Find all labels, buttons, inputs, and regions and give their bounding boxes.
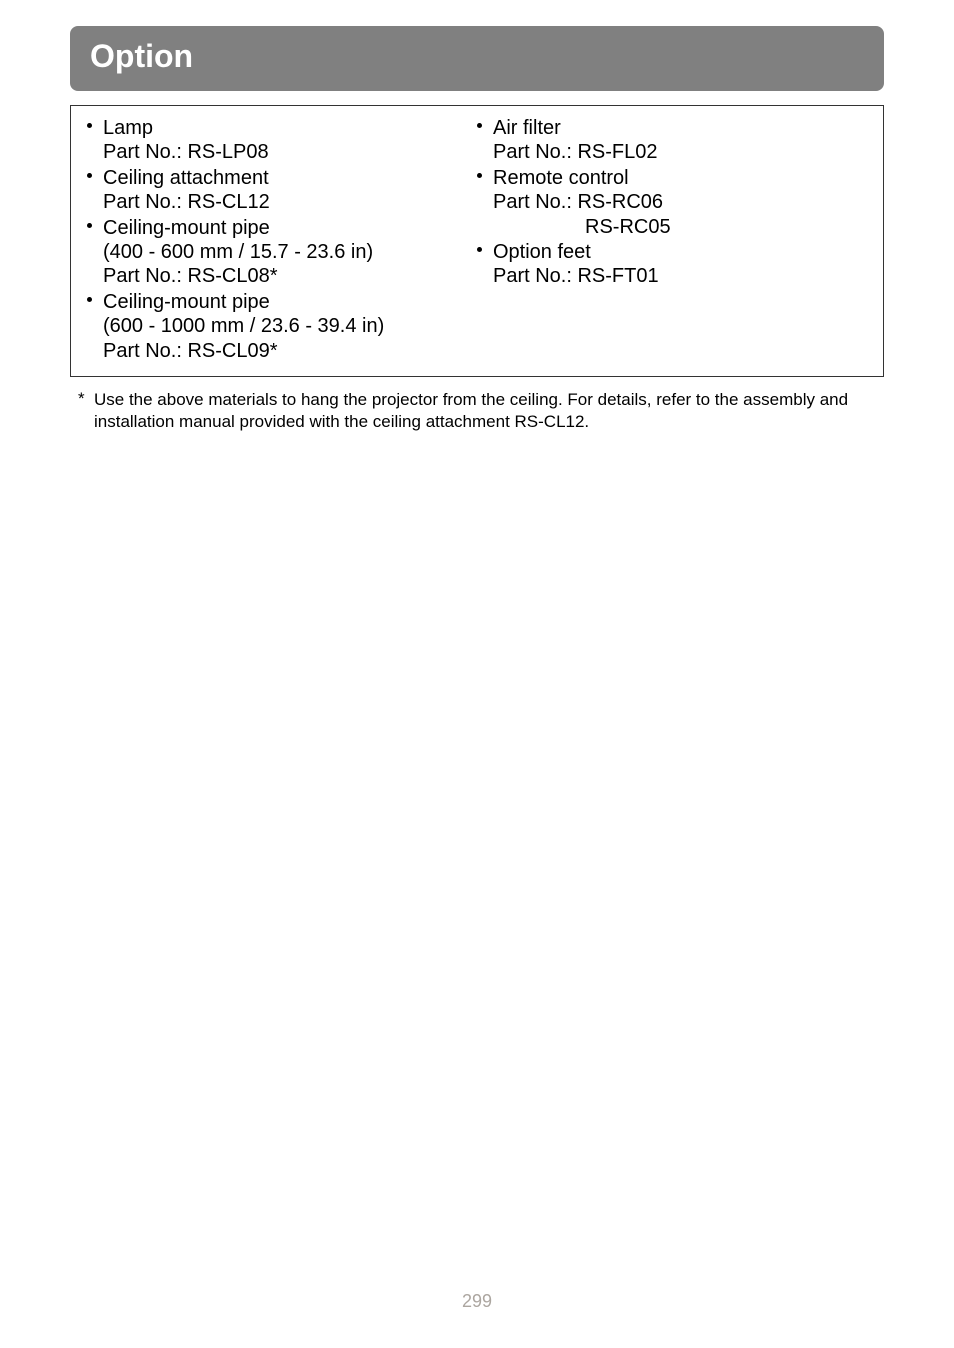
option-title: Ceiling-mount pipe: [103, 290, 477, 314]
option-dimensions: (400 - 600 mm / 15.7 - 23.6 in): [103, 240, 477, 264]
left-column: Lamp Part No.: RS-LP08 Ceiling attachmen…: [87, 116, 477, 364]
bullet-icon: [87, 297, 92, 302]
bullet-icon: [87, 173, 92, 178]
option-item: Air filter Part No.: RS-FL02: [477, 116, 867, 165]
option-title: Ceiling attachment: [103, 166, 477, 190]
option-item: Lamp Part No.: RS-LP08: [87, 116, 477, 165]
option-item: Ceiling-mount pipe (600 - 1000 mm / 23.6…: [87, 290, 477, 363]
option-item: Option feet Part No.: RS-FT01: [477, 240, 867, 289]
option-title: Air filter: [493, 116, 867, 140]
option-partno: Part No.: RS-CL08*: [103, 264, 477, 288]
page-title: Option: [90, 38, 864, 75]
option-partno-alt: RS-RC05: [493, 215, 867, 239]
option-dimensions: (600 - 1000 mm / 23.6 - 39.4 in): [103, 314, 477, 338]
header-bar: Option: [70, 26, 884, 91]
option-title: Remote control: [493, 166, 867, 190]
option-partno: Part No.: RS-FL02: [493, 140, 867, 164]
option-partno: Part No.: RS-RC06: [493, 190, 867, 214]
bullet-icon: [87, 223, 92, 228]
options-box: Lamp Part No.: RS-LP08 Ceiling attachmen…: [70, 105, 884, 377]
bullet-icon: [477, 123, 482, 128]
bullet-icon: [87, 123, 92, 128]
option-title: Ceiling-mount pipe: [103, 216, 477, 240]
option-partno: Part No.: RS-CL09*: [103, 339, 477, 363]
option-title: Lamp: [103, 116, 477, 140]
footnote-marker: *: [78, 389, 85, 409]
footnote: * Use the above materials to hang the pr…: [70, 389, 884, 433]
option-partno: Part No.: RS-LP08: [103, 140, 477, 164]
option-partno: Part No.: RS-FT01: [493, 264, 867, 288]
option-title: Option feet: [493, 240, 867, 264]
option-partno: Part No.: RS-CL12: [103, 190, 477, 214]
right-column: Air filter Part No.: RS-FL02 Remote cont…: [477, 116, 867, 364]
option-item: Remote control Part No.: RS-RC06 RS-RC05: [477, 166, 867, 239]
page-number: 299: [0, 1291, 954, 1312]
footnote-text: Use the above materials to hang the proj…: [94, 389, 874, 433]
bullet-icon: [477, 173, 482, 178]
page-container: Option Lamp Part No.: RS-LP08 Ceiling at…: [0, 0, 954, 433]
option-item: Ceiling-mount pipe (400 - 600 mm / 15.7 …: [87, 216, 477, 289]
option-item: Ceiling attachment Part No.: RS-CL12: [87, 166, 477, 215]
bullet-icon: [477, 247, 482, 252]
